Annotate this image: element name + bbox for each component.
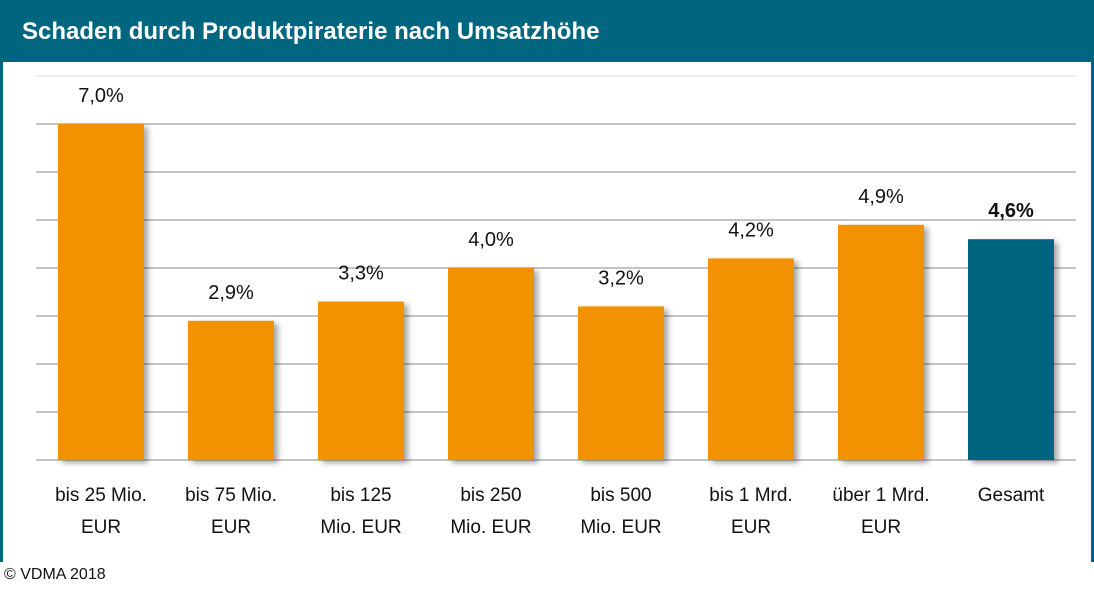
value-label: 3,3% — [338, 263, 384, 285]
bar — [838, 224, 924, 460]
x-tick-label: Gesamt — [977, 485, 1045, 506]
bar — [968, 239, 1054, 460]
header-bar — [0, 0, 1094, 62]
value-label: 3,2% — [598, 267, 644, 289]
bar — [578, 306, 664, 460]
bar — [448, 268, 534, 460]
bar — [188, 320, 274, 460]
bar — [708, 258, 794, 460]
x-tick-label: bis 250 Mio. EUR — [450, 485, 532, 538]
bar — [318, 301, 404, 460]
frame — [0, 62, 3, 562]
value-label: 7,0% — [78, 85, 124, 107]
x-tick-label: bis 500 Mio. EUR — [580, 485, 662, 538]
source: © VDMA 2018 — [4, 566, 106, 583]
x-tick-label: über 1 Mrd. EUR — [832, 485, 930, 538]
value-label: 4,9% — [858, 186, 904, 208]
chart-title: Schaden durch Produktpiraterie nach Umsa… — [22, 18, 600, 45]
x-tick-label: bis 1 Mrd. EUR — [709, 485, 793, 538]
value-label: 4,6% — [988, 200, 1034, 222]
value-label: 4,2% — [728, 219, 774, 241]
x-tick-label: bis 25 Mio. EUR — [55, 485, 147, 538]
frame — [1091, 62, 1094, 562]
value-label: 4,0% — [468, 229, 514, 251]
x-tick-label: bis 75 Mio. EUR — [185, 485, 277, 538]
value-label: 2,9% — [208, 282, 254, 304]
bar — [58, 124, 144, 460]
x-tick-label: bis 125 Mio. EUR — [320, 485, 402, 538]
